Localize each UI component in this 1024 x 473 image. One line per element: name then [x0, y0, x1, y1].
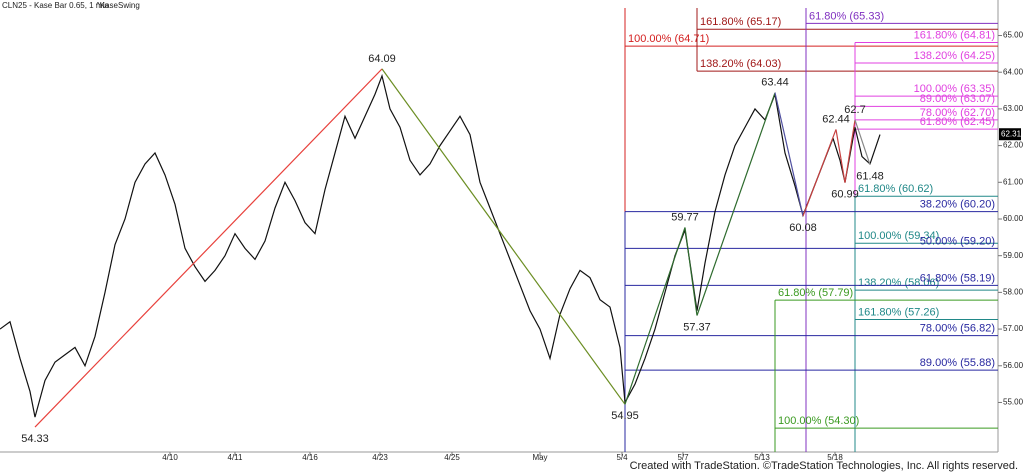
- x-tick-label: 5/18: [827, 453, 843, 462]
- swing-label: 61.48: [856, 171, 884, 183]
- fib-label: 89.00% (55.88): [920, 357, 995, 369]
- fib-label: 100.00% (64.71): [628, 33, 709, 45]
- fib-label: 78.00% (62.70): [920, 107, 995, 119]
- x-tick-label: 5/13: [754, 453, 770, 462]
- fib-label: 89.00% (63.07): [920, 93, 995, 105]
- fib-label: 61.80% (58.19): [920, 272, 995, 284]
- x-tick-label: 4/10: [162, 453, 178, 462]
- fib-label: 100.00% (63.35): [914, 83, 995, 95]
- fib-label: 61.80% (65.33): [809, 10, 884, 22]
- y-tick-label: 55.00: [1003, 398, 1024, 407]
- fib-label: 138.20% (58.06): [858, 277, 939, 289]
- y-tick-label: 62.00: [1003, 141, 1024, 150]
- fib-label: 138.20% (64.03): [700, 58, 781, 70]
- fib-label: 138.20% (64.25): [914, 50, 995, 62]
- x-tick-label: 4/25: [444, 453, 460, 462]
- y-tick-label: 58.00: [1003, 287, 1024, 296]
- swing-line: [696, 92, 776, 316]
- fib-label: 161.80% (64.81): [914, 29, 995, 41]
- fib-label: 161.80% (65.17): [700, 16, 781, 28]
- fib-label: 50.00% (59.20): [920, 235, 995, 247]
- x-tick-label: 4/11: [228, 453, 244, 462]
- swing-label: 54.95: [611, 410, 639, 422]
- swing-label: 62.7: [844, 104, 865, 116]
- fib-label: 38.20% (60.20): [920, 199, 995, 211]
- study-name: ^KaseSwing: [96, 1, 140, 10]
- swing-label: 64.09: [368, 53, 396, 65]
- swing-line: [802, 129, 837, 217]
- fib-label: 61.80% (62.45): [920, 116, 995, 128]
- swing-line: [624, 227, 686, 405]
- y-tick-label: 60.00: [1003, 214, 1024, 223]
- y-tick-label: 56.00: [1003, 361, 1024, 370]
- price-line: [0, 73, 881, 418]
- swing-line: [854, 119, 871, 165]
- swing-label: 63.44: [761, 77, 789, 89]
- swing-line: [684, 227, 698, 316]
- footer: Created with TradeStation. ©TradeStation…: [630, 460, 1018, 472]
- swing-label: 62.44: [822, 113, 850, 125]
- y-tick-label: 61.00: [1003, 177, 1024, 186]
- last-price-tag: [999, 128, 1021, 141]
- swing-label: 54.33: [21, 433, 49, 445]
- swing-line: [34, 68, 383, 428]
- fib-label: 100.00% (54.30): [778, 415, 859, 427]
- swing-line: [835, 129, 846, 183]
- y-tick-label: 57.00: [1003, 324, 1024, 333]
- swing-label: 59.77: [671, 211, 699, 223]
- y-tick-label: 59.00: [1003, 251, 1024, 260]
- x-tick-label: May: [532, 453, 547, 462]
- fib-label: 100.00% (59.34): [858, 230, 939, 242]
- y-tick-label: 65.00: [1003, 31, 1024, 40]
- fib-label: 161.80% (57.26): [858, 306, 939, 318]
- fib-label: 61.80% (57.79): [778, 287, 853, 299]
- last-price-label: 62.31: [1001, 129, 1022, 138]
- y-tick-label: 64.00: [1003, 67, 1024, 76]
- x-tick-label: 4/23: [372, 453, 388, 462]
- y-tick-label: 63.00: [1003, 104, 1024, 113]
- fib-label: 61.80% (60.62): [858, 183, 933, 195]
- chart-title: CLN25 - Kase Bar 0.65, 1 min: [2, 1, 109, 10]
- swing-line: [844, 119, 856, 183]
- swing-label: 60.08: [789, 222, 817, 234]
- swing-label: 57.37: [683, 321, 711, 333]
- fib-label: 78.00% (56.82): [920, 323, 995, 335]
- swing-line: [381, 68, 626, 405]
- x-tick-label: 5/4: [616, 453, 628, 462]
- swing-line: [774, 92, 804, 217]
- x-tick-label: 5/7: [677, 453, 689, 462]
- x-tick-label: 4/16: [302, 453, 318, 462]
- swing-label: 60.99: [831, 189, 859, 201]
